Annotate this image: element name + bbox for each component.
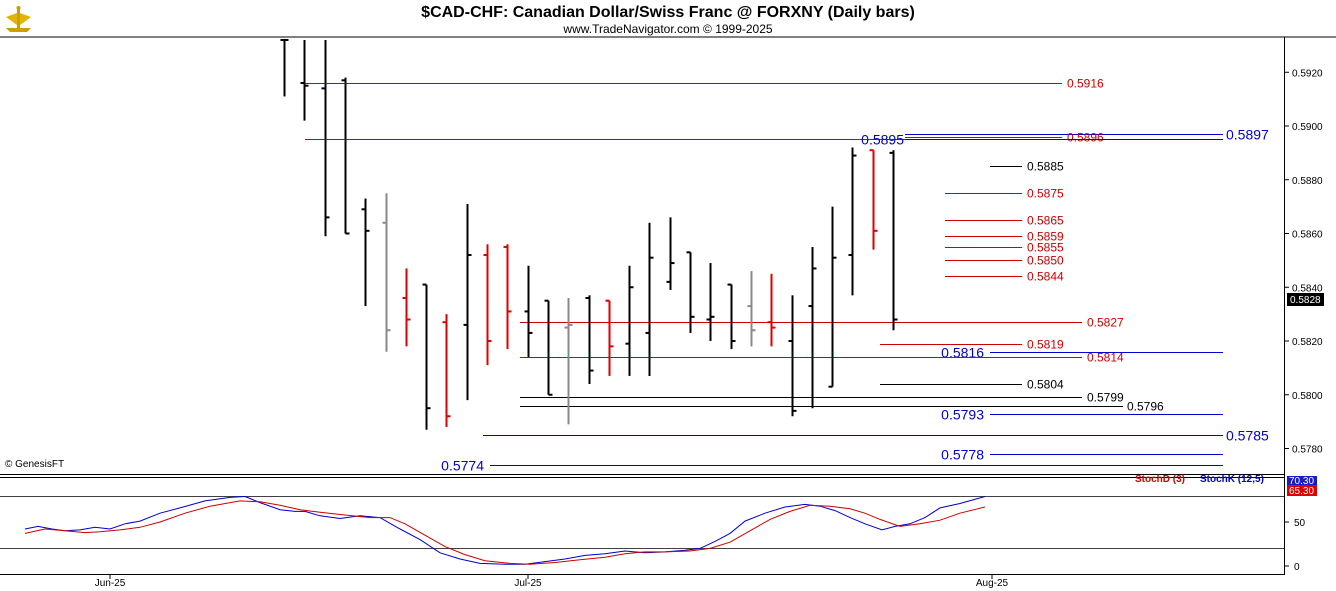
ohlc-bar: [848, 147, 857, 296]
ohlc-bar: [889, 150, 898, 331]
level-label: 0.5916: [1067, 77, 1104, 91]
ohlc-bar: [706, 263, 715, 341]
stoch-tick-label: 50: [1294, 518, 1306, 529]
ohlc-bar: [442, 314, 451, 427]
ohlc-bar: [808, 246, 817, 409]
legend-stochd: StochD (3): [1135, 474, 1185, 485]
stochd-value: 65.30: [1289, 486, 1314, 497]
price-tick-label: 0.5840: [1292, 283, 1323, 294]
current-price-box: [1287, 293, 1324, 306]
level-label: 0.5814: [1087, 351, 1124, 365]
date-tick-label: Aug-25: [976, 578, 1009, 589]
chart-subtitle: www.TradeNavigator.com © 1999-2025: [562, 22, 772, 36]
price-tick-label: 0.5820: [1292, 337, 1323, 348]
ohlc-bar: [422, 283, 431, 430]
ohlc-bar: [564, 298, 573, 425]
price-axis: 0.5920 0.5900 0.5880 0.5860 0.5840 0.5820 0.58…: [1284, 68, 1323, 456]
level-label: 0.5855: [1027, 241, 1064, 255]
level-label: 0.5778: [941, 447, 984, 463]
stoch-tick-label: 0: [1294, 562, 1300, 573]
level-label: 0.5804: [1027, 378, 1064, 392]
level-label: 0.5844: [1027, 270, 1064, 284]
stochk-value: 70.30: [1289, 476, 1314, 487]
copyright: © GenesisFT: [5, 459, 64, 470]
ohlc-bar: [544, 299, 553, 396]
legend-stochk: StochK (12,5): [1200, 474, 1264, 485]
stoch-series-line: [24, 500, 986, 565]
ohlc-bar: [483, 244, 492, 366]
ohlc-bar: [666, 217, 675, 290]
price-tick-label: 0.5920: [1292, 68, 1323, 79]
ohlc-bar: [828, 206, 837, 388]
level-label: 0.5816: [941, 345, 984, 361]
ohlc-bar: [767, 273, 776, 347]
ohlc-bar: [361, 198, 370, 307]
level-label: 0.5793: [941, 407, 984, 423]
level-label: 0.5865: [1027, 214, 1064, 228]
ohlc-bar: [645, 222, 654, 376]
level-label: 0.5895: [861, 132, 904, 148]
level-label: 0.5799: [1087, 391, 1124, 405]
price-tick-label: 0.5900: [1292, 122, 1323, 133]
level-label: 0.5796: [1127, 400, 1164, 414]
price-tick-label: 0.5800: [1292, 391, 1323, 402]
price-tick-label: 0.5780: [1292, 445, 1323, 456]
support-resistance-levels: 0.5916 0.5897 0.5896 0.5895 0.5885 0.5875 0.58…: [305, 77, 1269, 474]
current-price-label: 0.5828: [1290, 295, 1321, 306]
level-label: 0.5875: [1027, 187, 1064, 201]
level-label: 0.5827: [1087, 316, 1124, 330]
price-tick-label: 0.5880: [1292, 176, 1323, 187]
ohlc-bar: [463, 203, 472, 401]
ohlc-bar: [747, 271, 756, 347]
ohlc-bar: [382, 193, 391, 352]
ohlc-bar: [280, 39, 289, 97]
level-label: 0.5897: [1226, 127, 1269, 143]
ohlc-bar: [585, 295, 594, 384]
ohlc-bar: [524, 265, 533, 358]
level-label: 0.5850: [1027, 254, 1064, 268]
price-tick-label: 0.5860: [1292, 230, 1323, 241]
ohlc-bar: [503, 244, 512, 350]
logo: [6, 6, 31, 32]
ohlc-bar: [321, 40, 330, 237]
current-price-marker: 0.5828: [1287, 293, 1324, 306]
stoch-series-line: [24, 495, 986, 565]
ohlc-bar: [727, 283, 736, 350]
chart-title: $CAD-CHF: Canadian Dollar/Swiss Franc @ …: [421, 4, 915, 21]
level-label: 0.5885: [1027, 160, 1064, 174]
level-label: 0.5785: [1226, 428, 1269, 444]
level-label: 0.5774: [441, 458, 484, 474]
ohlc-bar: [605, 299, 614, 376]
stochk-value-box: [1287, 476, 1317, 486]
level-label: 0.5819: [1027, 338, 1064, 352]
ohlc-bar: [869, 149, 878, 250]
ohlc-bar: [625, 265, 634, 376]
date-tick-label: Jul-25: [514, 578, 542, 589]
level-label: 0.5859: [1027, 230, 1064, 244]
date-axis: Jun-25 Jul-25 Aug-25: [95, 575, 1009, 589]
ohlc-bar: [788, 295, 797, 417]
stochd-value-box: [1287, 485, 1317, 496]
date-tick-label: Jun-25: [95, 578, 126, 589]
ohlc-bar: [341, 77, 350, 235]
ohlc-bar: [686, 251, 695, 333]
ohlc-bar: [402, 268, 411, 347]
level-label: 0.5896: [1067, 131, 1104, 145]
ohlc-bar: [300, 40, 309, 121]
ohlc-bars: [280, 39, 898, 430]
